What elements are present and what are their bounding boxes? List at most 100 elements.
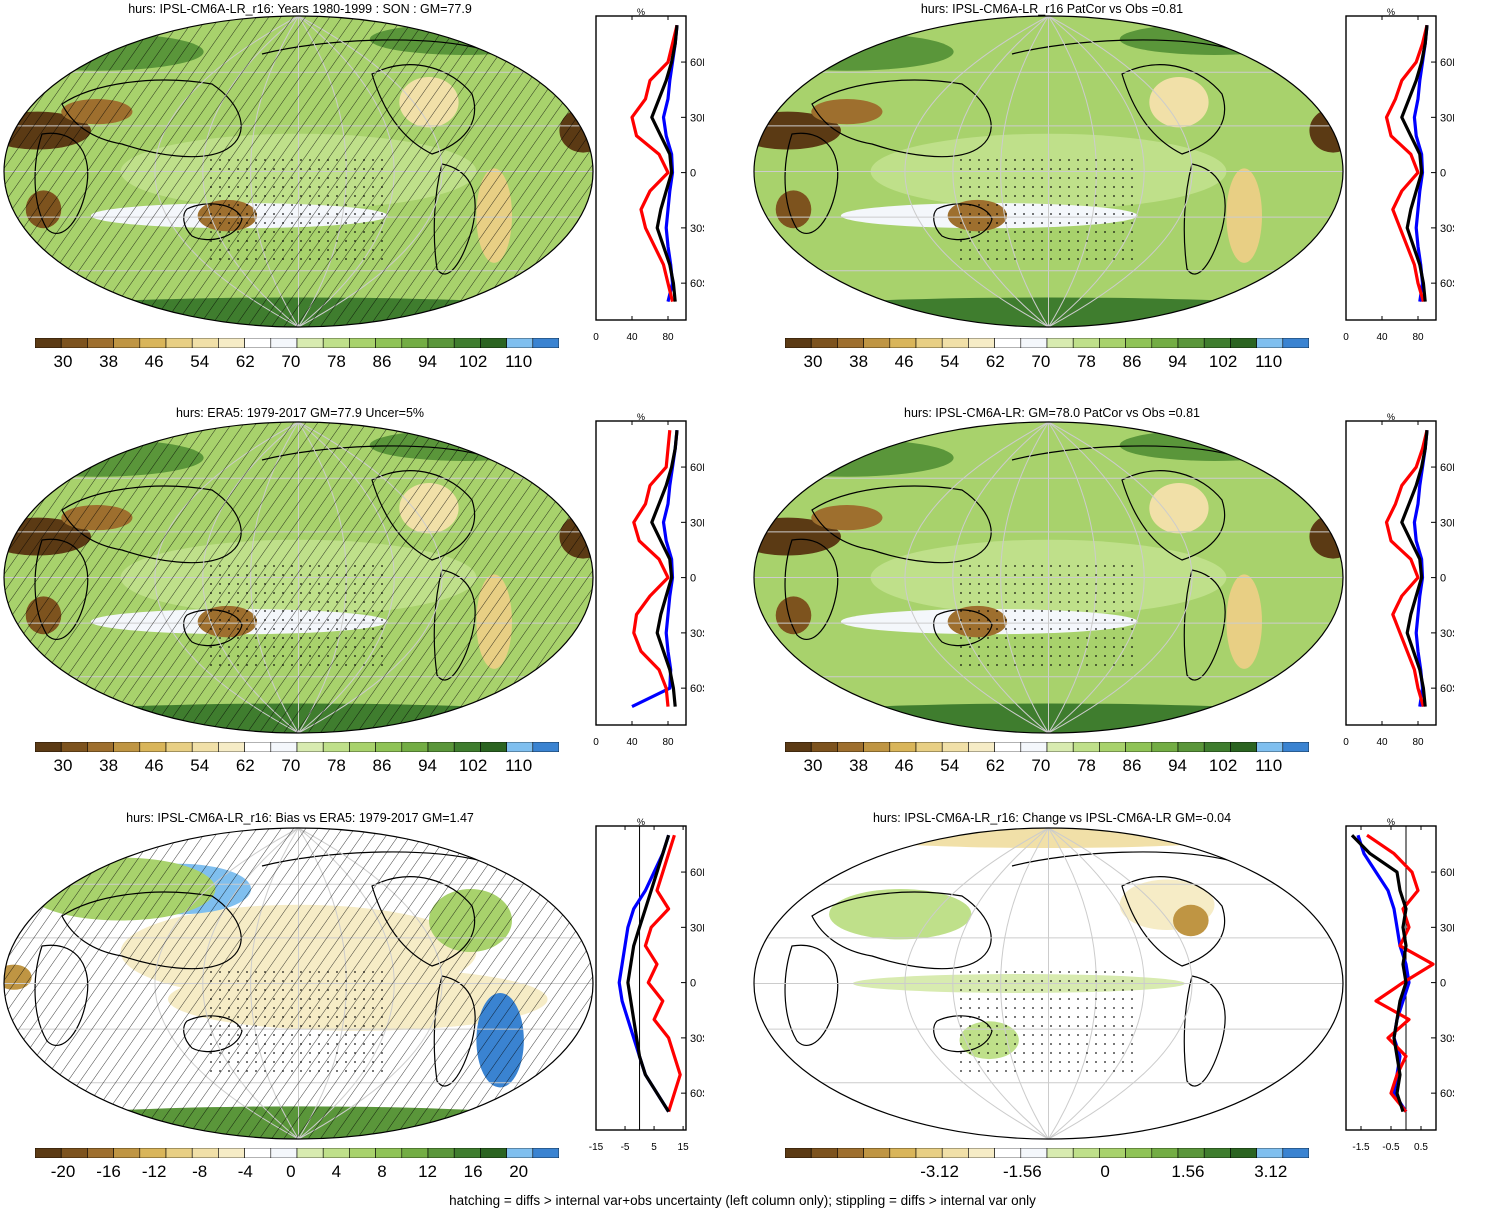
colorbar-swatch — [1256, 1148, 1284, 1158]
x-tick-label: 40 — [626, 737, 638, 748]
lat-tick-label: 30N — [1440, 112, 1454, 124]
lat-tick-label: 0 — [1440, 978, 1446, 990]
colorbar-swatch — [401, 338, 429, 348]
world-map — [3, 827, 594, 1140]
lat-tick-label: 30S — [1440, 223, 1454, 235]
colorbar-swatch — [863, 742, 891, 752]
colorbar-labels: 30 38 46 54 62 70 78 86 94 102 110 — [785, 352, 1309, 372]
colorbar-swatch — [165, 742, 193, 752]
lat-tick-label: 30N — [1440, 517, 1454, 529]
colorbar-tick-label: 62 — [235, 352, 255, 371]
colorbar-swatch — [915, 742, 943, 752]
colorbar-tick-label: 20 — [509, 1162, 529, 1181]
colorbar-swatch — [139, 338, 167, 348]
lat-tick-label: 60N — [690, 57, 704, 69]
colorbar-swatch — [1203, 742, 1231, 752]
zonal-profile: % 60N 30N 0 30S 60S 0 40 80 — [593, 413, 704, 748]
colorbar-swatch — [1046, 338, 1074, 348]
colorbar-swatch — [453, 742, 481, 752]
colorbar-swatch — [191, 338, 219, 348]
colorbar-swatch — [453, 1148, 481, 1158]
colorbar-tick-label: 70 — [1031, 352, 1051, 371]
lat-tick-label: 60N — [1440, 867, 1454, 879]
colorbar-swatch — [1256, 338, 1284, 348]
colorbar-swatch — [60, 742, 88, 752]
colorbar-labels: -20 -16 -12 -8 -4 0 4 8 12 16 20 — [35, 1162, 559, 1182]
colorbar-swatch — [349, 1148, 376, 1158]
colorbar-swatch — [1151, 1148, 1179, 1158]
colorbar-tick-label: 4 — [331, 1162, 342, 1181]
profile-line-red — [630, 24, 679, 302]
colorbar-swatch — [837, 742, 864, 752]
colorbar-tick-label: 30 — [803, 756, 823, 775]
colorbar-tick-label: 54 — [190, 756, 210, 775]
colorbar-tick-label: 38 — [849, 756, 869, 775]
colorbar-swatch — [270, 338, 298, 348]
lat-tick-label: 60N — [1440, 57, 1454, 69]
lat-tick-label: 30S — [690, 223, 704, 235]
colorbar-swatch — [889, 1148, 917, 1158]
colorbar-swatch — [1020, 338, 1048, 348]
colorbar-tick-label: 86 — [372, 756, 392, 775]
colorbar-tick-label: 3.12 — [1254, 1162, 1288, 1181]
world-map — [753, 421, 1344, 734]
lat-tick-label: 60N — [1440, 462, 1454, 474]
colorbar-swatch — [863, 1148, 891, 1158]
colorbar-swatch — [810, 1148, 838, 1158]
lat-tick-label: 60S — [1440, 278, 1454, 290]
colorbar-swatch — [785, 338, 812, 348]
colorbar-swatch — [244, 742, 272, 752]
colorbar-swatch — [1282, 1148, 1309, 1158]
colorbar-swatch — [480, 742, 507, 752]
colorbar-swatch — [480, 338, 507, 348]
profile-unit: % — [1387, 413, 1395, 422]
colorbar-tick-label: -1.56 — [1002, 1162, 1042, 1181]
colorbar-swatch — [218, 338, 245, 348]
colorbar-swatch — [244, 1148, 272, 1158]
colorbar-swatch — [915, 338, 943, 348]
colorbar-swatch — [532, 742, 559, 752]
lat-tick-label: 30N — [1440, 922, 1454, 934]
colorbar-swatch — [296, 1148, 324, 1158]
map-title: hurs: IPSL-CM6A-LR_r16: Years 1980-1999 … — [128, 2, 472, 16]
colorbar-swatch — [349, 742, 376, 752]
profile-line-black — [626, 834, 671, 1113]
colorbar-swatch — [1177, 338, 1205, 348]
x-tick-label: 0 — [1343, 737, 1349, 748]
colorbar-tick-label: 110 — [505, 756, 533, 775]
colorbar-tick-label: 78 — [326, 352, 346, 371]
colorbar-swatch — [1099, 338, 1126, 348]
x-tick-label: 80 — [1412, 332, 1424, 343]
colorbar-swatch — [375, 1148, 403, 1158]
lat-tick-label: 60S — [690, 683, 704, 695]
profile-line-black — [1400, 430, 1429, 707]
x-tick-label: 80 — [1412, 737, 1424, 748]
colorbar-labels: 30 38 46 54 62 70 78 86 94 102 110 — [35, 756, 559, 776]
colorbar-swatch — [1020, 742, 1048, 752]
colorbar-swatch — [1072, 338, 1100, 348]
colorbar-swatch — [506, 742, 534, 752]
colorbar-swatch — [1282, 742, 1309, 752]
x-tick-label: 0 — [593, 332, 599, 343]
profile-unit: % — [1387, 818, 1395, 827]
colorbar-swatch — [532, 338, 559, 348]
profile-line-blue — [1356, 834, 1411, 1113]
colorbar-swatch — [322, 742, 350, 752]
colorbar-tick-label: 46 — [144, 756, 164, 775]
colorbar-swatch — [218, 742, 245, 752]
world-map — [3, 15, 594, 328]
colorbar-tick-label: -20 — [50, 1162, 76, 1181]
profile-frame — [1345, 825, 1437, 1131]
colorbar-tick-label: 86 — [1122, 352, 1142, 371]
x-tick-label: 0 — [593, 737, 599, 748]
x-tick-label: 40 — [626, 332, 638, 343]
colorbar-swatch — [1125, 742, 1153, 752]
map-title: hurs: IPSL-CM6A-LR_r16 PatCor vs Obs =0.… — [920, 2, 1184, 16]
colorbar-tick-label: 30 — [53, 756, 73, 775]
colorbar-swatch — [1072, 1148, 1100, 1158]
x-tick-label: -1.5 — [1352, 1142, 1370, 1153]
lat-tick-label: 60N — [690, 462, 704, 474]
colorbar-swatch — [1230, 1148, 1257, 1158]
colorbar-swatch — [113, 338, 141, 348]
colorbar-swatch — [889, 742, 917, 752]
